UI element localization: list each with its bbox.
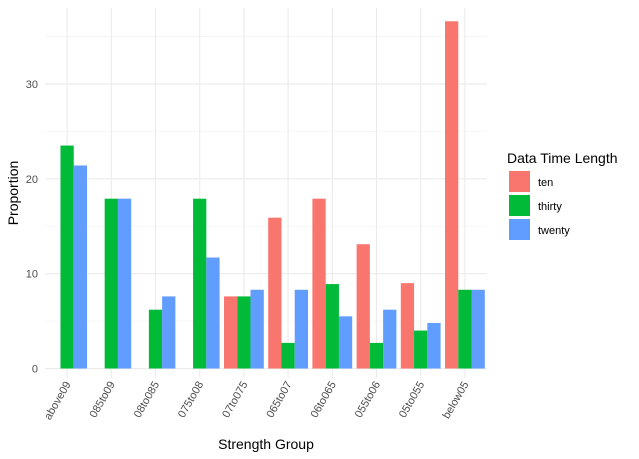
x-axis-ticks: above09 085to09 08to085 075to08 07to075 065to… <box>42 380 471 423</box>
bar-thirty-055to06 <box>369 342 384 369</box>
y-tick-label: 0 <box>32 364 38 376</box>
bar-ten-05to055 <box>400 283 415 369</box>
bars <box>60 21 485 369</box>
bar-twenty-below05 <box>471 289 485 369</box>
x-tick-label: 075to08 <box>176 380 206 420</box>
legend-title: Data Time Length <box>507 150 618 166</box>
x-tick-label: 085to09 <box>88 380 118 420</box>
bar-ten-below05 <box>445 21 459 369</box>
legend-label-twenty: twenty <box>538 225 570 237</box>
y-axis-ticks: 0 10 20 30 <box>26 79 38 376</box>
bar-twenty-08to085 <box>162 296 176 369</box>
bar-twenty-075to08 <box>206 257 220 369</box>
bar-thirty-05to055 <box>414 330 428 369</box>
bar-twenty-055to06 <box>383 309 397 369</box>
bar-twenty-06to065 <box>338 316 353 369</box>
bar-ten-07to075 <box>224 296 238 369</box>
bar-twenty-085to09 <box>117 198 132 369</box>
legend-label-thirty: thirty <box>538 201 562 213</box>
bar-thirty-075to08 <box>193 198 207 369</box>
bar-twenty-065to07 <box>294 289 308 369</box>
bar-twenty-above09 <box>73 165 87 369</box>
bar-thirty-below05 <box>458 289 472 369</box>
x-tick-label: 065to07 <box>264 380 294 420</box>
x-tick-label: 055to06 <box>353 380 383 420</box>
y-tick-label: 20 <box>26 174 38 186</box>
legend-label-ten: ten <box>538 177 553 189</box>
bar-ten-06to065 <box>312 198 326 369</box>
x-tick-label: 07to075 <box>220 380 250 420</box>
bar-thirty-above09 <box>60 145 74 369</box>
bar-thirty-07to075 <box>237 296 251 369</box>
bar-thirty-08to085 <box>148 309 163 369</box>
bar-thirty-085to09 <box>104 198 118 369</box>
bar-thirty-06to065 <box>325 284 339 369</box>
x-tick-label: below05 <box>441 380 472 421</box>
x-tick-label: 08to085 <box>132 380 162 420</box>
legend-swatch-twenty <box>509 219 530 240</box>
x-tick-label: 06to065 <box>309 380 339 420</box>
y-axis-title: Proportion <box>5 161 21 226</box>
y-tick-label: 10 <box>26 269 38 281</box>
legend-swatch-ten <box>509 171 530 192</box>
bar-ten-065to07 <box>268 217 282 369</box>
legend-swatch-thirty <box>509 195 530 216</box>
x-tick-label: above09 <box>42 380 74 423</box>
bar-ten-055to06 <box>356 244 370 369</box>
bar-twenty-05to055 <box>427 322 441 369</box>
bar-thirty-065to07 <box>281 342 295 369</box>
legend: ten thirty twenty <box>509 171 570 240</box>
y-tick-label: 30 <box>26 79 38 91</box>
bar-twenty-07to075 <box>250 289 264 369</box>
x-axis-title: Strength Group <box>218 436 314 452</box>
x-tick-label: 05to055 <box>397 380 427 420</box>
